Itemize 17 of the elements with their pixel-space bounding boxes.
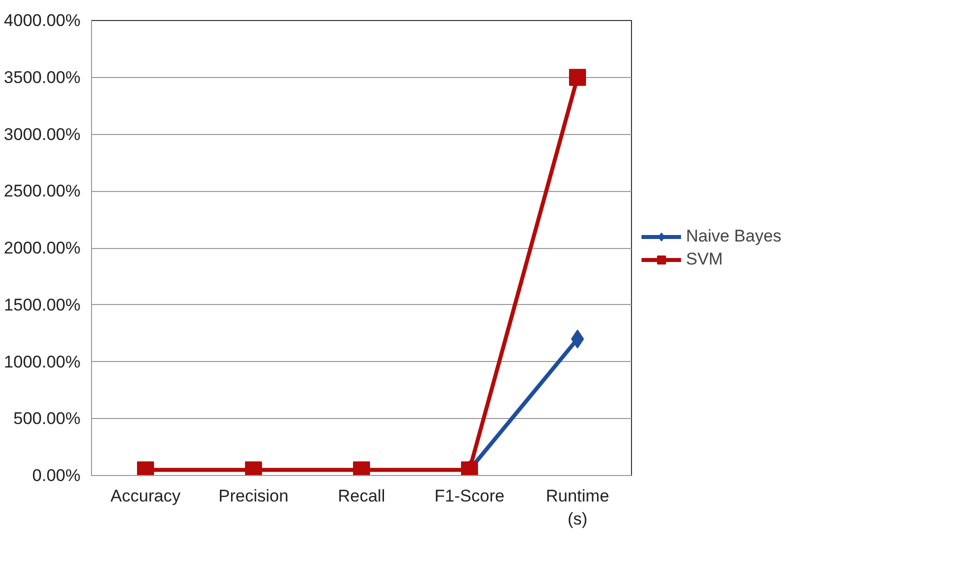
y-tick-label: 3500.00% [4, 68, 81, 87]
point [569, 68, 586, 86]
x-tick-label: Runtime (s) [546, 486, 610, 528]
x-tick-label: Recall [338, 486, 386, 506]
y-tick-label: 0.00% [32, 466, 80, 485]
y-tick-label: 4000.00% [4, 11, 81, 30]
legend-label: SVM [686, 249, 723, 269]
y-tick-label: 1500.00% [4, 295, 81, 314]
y-tick-label: 3000.00% [4, 124, 81, 144]
y-tick-label: 2500.00% [4, 182, 81, 201]
y-tick-label: 1000.00% [4, 352, 81, 372]
y-tick-label: 500.00% [13, 409, 81, 428]
legend-label: Naive Bayes [686, 226, 782, 246]
x-tick-label: Precision [218, 486, 288, 506]
y-tick-label: 2000.00% [4, 238, 81, 258]
x-tick-label: F1-Score [434, 486, 504, 506]
x-tick-label: Accuracy [110, 486, 181, 506]
